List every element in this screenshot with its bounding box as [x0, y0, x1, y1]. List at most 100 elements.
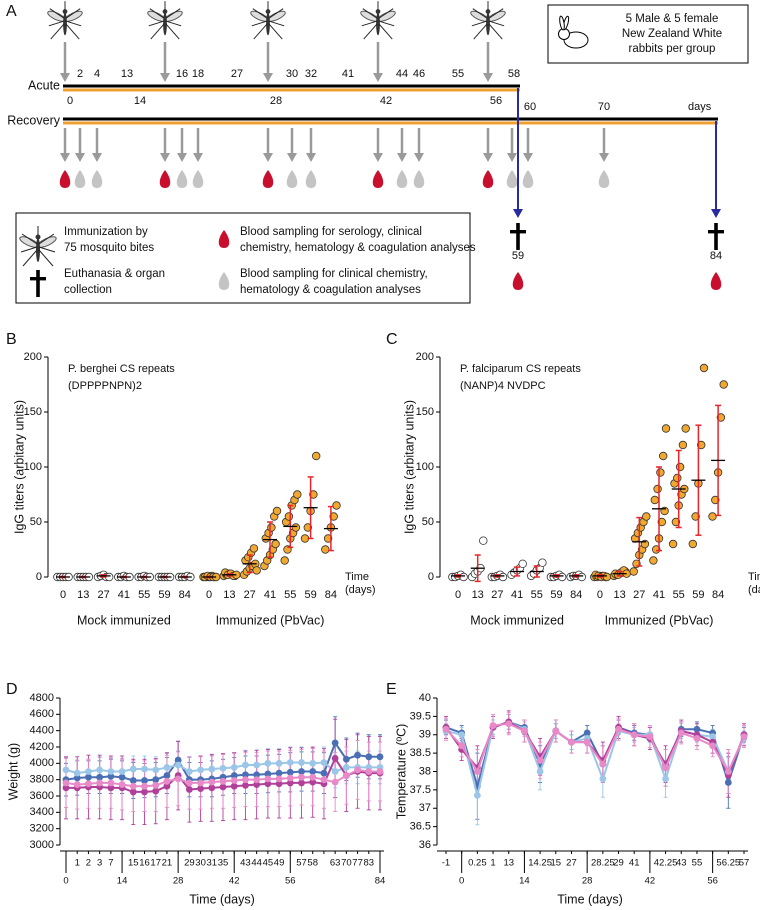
x-tick-label: 0 [597, 589, 603, 601]
y-tick-label: 4000 [30, 757, 54, 769]
leg [471, 20, 488, 27]
legend-text: hematology & coagulation analyses [240, 284, 421, 296]
x-tick-label: 41 [118, 589, 130, 601]
data-point [320, 769, 328, 777]
data-point [538, 558, 547, 567]
data-point [724, 768, 732, 775]
data-point [320, 759, 328, 766]
x-tick-label: 27 [633, 589, 645, 601]
data-point [96, 779, 104, 787]
day-label: 0 [67, 95, 73, 107]
x-tick-label: 0.25 [468, 858, 487, 869]
leg [362, 8, 378, 19]
arrow [193, 128, 203, 162]
x-tick-label: 59 [550, 589, 562, 601]
x-axis-title: (days) [345, 584, 376, 596]
data-point [536, 768, 544, 775]
x-tick-label: 0 [206, 589, 212, 601]
leg [50, 23, 65, 40]
y-tick-label: 40 [419, 692, 431, 704]
y-tick-label: 200 [24, 351, 42, 363]
leg [252, 8, 268, 19]
x-tick-label: 16 [139, 858, 150, 869]
data-point [479, 536, 488, 545]
y-tick-label: 50 [422, 516, 434, 528]
data-point [671, 517, 681, 527]
data-point [653, 484, 662, 494]
group-text: 5 Male & 5 female [626, 13, 719, 25]
x-tick-label: 1 [75, 858, 80, 869]
data-point [473, 791, 481, 799]
data-point [376, 768, 384, 775]
body [376, 12, 380, 36]
endpoint-day: 84 [710, 250, 722, 262]
arrow-head [711, 209, 721, 218]
blood-drop [286, 170, 298, 188]
arrow-head [160, 153, 170, 162]
y-tick-label: 3200 [30, 823, 54, 835]
data-point [646, 733, 654, 740]
days-label: days [688, 101, 712, 113]
x-tick-label: 56 [707, 876, 718, 887]
data-point [152, 787, 160, 795]
x-tick-label: 14 [117, 876, 128, 887]
arrow [483, 42, 493, 82]
arrow-head [523, 153, 533, 162]
legend-text: Euthanasia & organ [64, 268, 165, 280]
day-label: 42 [380, 95, 392, 107]
data-point [321, 545, 330, 554]
x-tick-label: 30 [195, 858, 206, 869]
mosquito-icon [19, 226, 57, 267]
arrow-head [414, 153, 424, 162]
x-tick-label: 1 [490, 858, 495, 869]
leg [473, 23, 488, 40]
x-axis-title: Time (days) [557, 892, 623, 906]
leg [378, 23, 393, 40]
data-point [293, 490, 302, 499]
x-tick-label: 14.25 [528, 858, 552, 869]
leg [378, 8, 394, 19]
data-point [331, 768, 339, 775]
body [163, 12, 167, 36]
leg [22, 249, 38, 267]
leg [165, 8, 181, 19]
panel-label: E [386, 681, 397, 698]
data-point [152, 776, 160, 784]
leg [65, 8, 81, 19]
arrow-head [373, 153, 383, 162]
x-tick-label: 59 [692, 589, 704, 601]
data-point [309, 773, 317, 781]
blood-drop [482, 170, 494, 188]
x-tick-label: 41 [511, 589, 523, 601]
x-tick-label: 29 [613, 858, 624, 869]
leg [253, 23, 268, 40]
x-tick-label: 3 [97, 858, 102, 869]
leg [472, 8, 488, 19]
x-tick-label: 15 [128, 858, 139, 869]
head [62, 9, 68, 14]
y-tick-label: 4400 [30, 725, 54, 737]
y-tick-label: 39 [419, 729, 431, 741]
mosquito-icon [250, 1, 286, 40]
data-point [208, 778, 216, 786]
day-label: 14 [134, 95, 146, 107]
mosquito-icon [147, 1, 183, 40]
x-tick-label: 13 [223, 589, 235, 601]
x-tick-label: 84 [179, 589, 191, 601]
data-point [681, 424, 690, 433]
data-point [312, 451, 321, 461]
data-point [298, 768, 305, 775]
data-point [107, 768, 115, 775]
data-point [118, 781, 126, 788]
data-point [668, 539, 678, 549]
data-point [291, 523, 301, 532]
arrow [414, 128, 424, 162]
y-tick-label: 39.5 [410, 710, 431, 722]
leg [363, 23, 378, 40]
arrow [306, 128, 316, 162]
x-tick-label: 42 [229, 876, 240, 887]
data-point [141, 777, 148, 784]
x-tick-label: 57 [739, 858, 750, 869]
data-point [518, 559, 527, 568]
data-point [264, 780, 272, 788]
